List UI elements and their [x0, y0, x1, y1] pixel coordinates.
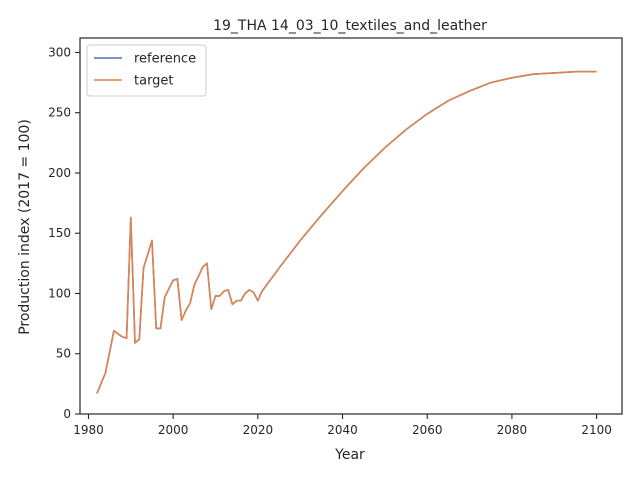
y-axis-label: Production index (2017 = 100) [17, 119, 33, 335]
chart-title: 19_THA 14_03_10_textiles_and_leather [213, 18, 487, 34]
x-tick-label: 2080 [497, 423, 528, 437]
x-tick-label: 2060 [412, 423, 443, 437]
x-tick-label: 2020 [243, 423, 274, 437]
plot-frame [79, 37, 623, 415]
y-tick-label: 150 [48, 226, 71, 240]
y-tick-label: 50 [56, 347, 71, 361]
legend: reference target [86, 44, 207, 97]
y-tick-label: 250 [48, 106, 71, 120]
x-tick-label: 2040 [327, 423, 358, 437]
y-tick-label: 200 [48, 166, 71, 180]
x-axis-label: Year [334, 447, 365, 463]
y-tick-label: 0 [63, 407, 71, 421]
series-layer [96, 70, 597, 394]
x-tick-label: 1980 [73, 423, 104, 437]
axes-layer: 1980 2000 2020 2040 2060 2080 2100 0 50 100 150 200… [48, 37, 623, 437]
y-tick-label: 300 [48, 45, 71, 59]
series-line-target [96, 70, 597, 394]
legend-label-reference: reference [134, 52, 196, 67]
y-tick-label: 100 [48, 286, 71, 300]
x-tick-label: 2000 [158, 423, 189, 437]
x-tick-label: 2100 [581, 423, 612, 437]
legend-label-target: target [134, 74, 174, 89]
